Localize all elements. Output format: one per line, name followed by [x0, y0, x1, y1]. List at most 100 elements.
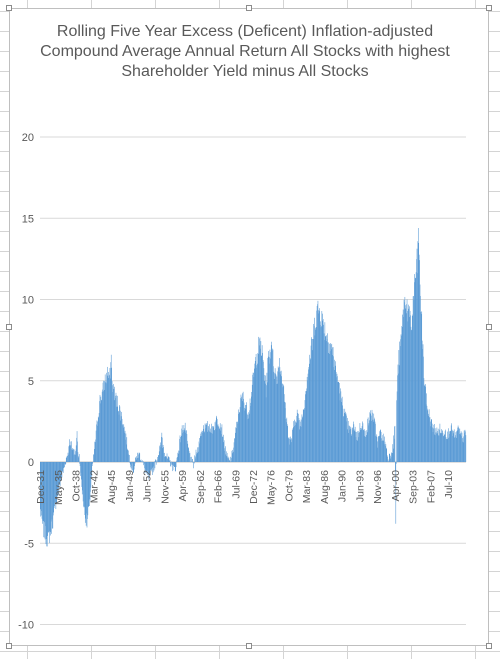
- data-bar: [159, 446, 160, 462]
- data-bar: [405, 313, 407, 462]
- data-bar: [249, 398, 251, 462]
- resize-handle-top-mid[interactable]: [246, 5, 252, 11]
- x-tick-label: May-76: [266, 470, 278, 505]
- data-bar: [53, 462, 54, 513]
- data-bar: [72, 448, 73, 462]
- data-bar: [447, 431, 448, 462]
- data-bar: [174, 462, 176, 471]
- data-bar: [40, 462, 42, 516]
- data-bar: [108, 371, 109, 462]
- data-bar: [180, 435, 182, 462]
- data-bar: [166, 456, 167, 462]
- data-bar: [334, 369, 336, 462]
- data-bar: [217, 424, 219, 462]
- data-bar: [222, 436, 223, 462]
- data-bar: [81, 462, 83, 487]
- data-bar: [351, 434, 352, 462]
- data-bar: [93, 454, 94, 462]
- data-bar: [123, 424, 125, 462]
- data-bar: [42, 462, 43, 524]
- data-bar: [218, 426, 219, 462]
- resize-handle-top-right[interactable]: [486, 5, 492, 11]
- data-bar: [45, 462, 47, 545]
- y-tick-label: 0: [28, 457, 34, 469]
- data-bar: [80, 462, 82, 473]
- resize-handle-top-left[interactable]: [6, 5, 12, 11]
- data-bar: [277, 371, 279, 462]
- data-bar: [427, 408, 428, 462]
- data-bar: [326, 335, 327, 462]
- data-bar: [272, 348, 273, 462]
- data-bar: [288, 438, 289, 462]
- data-bar: [75, 445, 77, 462]
- data-bar: [430, 426, 431, 462]
- data-bar: [327, 333, 328, 462]
- data-bar: [254, 361, 256, 462]
- resize-handle-bottom-right[interactable]: [486, 643, 492, 649]
- data-bar: [269, 349, 271, 462]
- data-bar: [237, 421, 238, 462]
- data-bar: [148, 462, 149, 474]
- data-bar: [340, 388, 341, 462]
- data-bar: [170, 462, 172, 467]
- data-bar: [165, 457, 167, 462]
- data-bar: [128, 454, 130, 462]
- data-bar: [270, 352, 271, 462]
- resize-handle-bottom-left[interactable]: [6, 643, 12, 649]
- data-bar: [352, 428, 353, 462]
- data-bar: [315, 327, 317, 462]
- data-bar: [65, 462, 67, 465]
- x-tick-label: Apr-59: [177, 470, 189, 502]
- data-bar: [412, 296, 414, 462]
- data-bar: [100, 396, 102, 462]
- data-bar: [315, 327, 316, 462]
- data-bar: [463, 430, 465, 462]
- data-bar: [94, 448, 95, 462]
- data-bar: [98, 417, 99, 462]
- data-bar: [408, 304, 409, 462]
- data-bar: [225, 456, 227, 462]
- data-bar: [221, 434, 222, 462]
- data-bar: [113, 388, 115, 462]
- data-bar: [227, 458, 228, 462]
- data-bar: [260, 348, 261, 462]
- x-tick-label: Aug-45: [106, 470, 118, 504]
- y-tick-label: 15: [22, 213, 34, 225]
- data-bar: [131, 462, 133, 471]
- data-bar: [65, 462, 66, 465]
- data-bar: [279, 367, 281, 462]
- resize-handle-mid-right[interactable]: [486, 324, 492, 330]
- data-bar: [196, 452, 197, 462]
- data-bar: [169, 460, 170, 462]
- data-bar: [248, 412, 250, 462]
- resize-handle-mid-left[interactable]: [6, 324, 12, 330]
- data-bar: [226, 451, 227, 462]
- data-bar: [200, 436, 201, 462]
- data-bar: [435, 432, 437, 462]
- data-bar: [203, 425, 204, 462]
- data-bar: [55, 462, 56, 502]
- data-bar: [64, 462, 65, 468]
- data-bar: [378, 436, 379, 462]
- data-bar: [145, 462, 146, 470]
- data-bar: [384, 436, 385, 462]
- data-bar: [347, 417, 348, 462]
- data-bar: [282, 387, 284, 462]
- data-bar: [133, 462, 134, 473]
- data-bar: [328, 342, 329, 462]
- data-bar: [454, 437, 455, 462]
- data-bar: [193, 462, 194, 469]
- data-bar: [323, 333, 325, 462]
- resize-handle-bottom-mid[interactable]: [246, 643, 252, 649]
- data-bar: [442, 430, 443, 462]
- data-bar: [177, 457, 178, 462]
- data-bar: [231, 450, 233, 462]
- data-bar: [134, 462, 136, 464]
- data-bar: [232, 453, 234, 462]
- data-bar: [183, 431, 184, 462]
- data-bar: [94, 441, 96, 462]
- data-bar: [61, 462, 62, 478]
- data-bar: [262, 352, 263, 462]
- data-bar: [117, 411, 119, 462]
- data-bar: [256, 367, 257, 462]
